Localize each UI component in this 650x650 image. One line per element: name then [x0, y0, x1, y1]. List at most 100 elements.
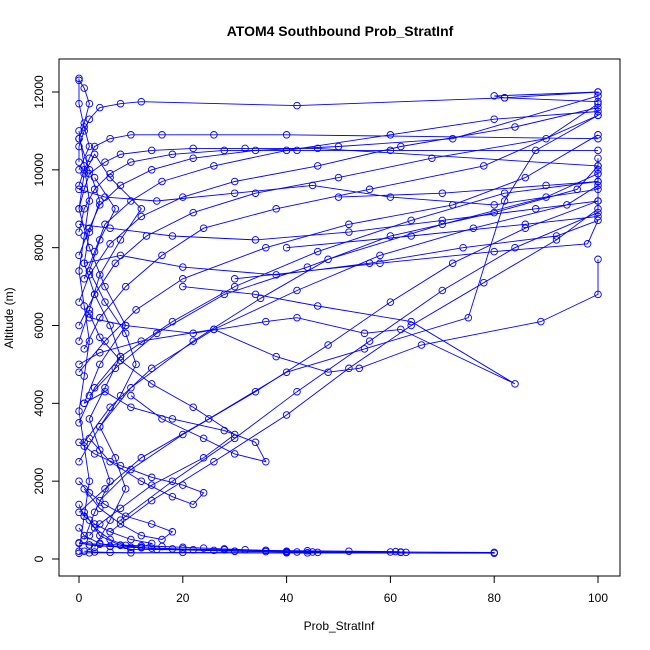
data-point [90, 508, 99, 517]
data-point [85, 228, 94, 236]
data-point [199, 434, 208, 443]
data-point [116, 541, 125, 549]
data-point [417, 341, 426, 349]
data-point [251, 438, 260, 447]
data-point [168, 232, 177, 240]
data-point [230, 430, 239, 439]
data-point [282, 411, 291, 419]
data-point [90, 520, 99, 528]
data-point [75, 251, 83, 260]
data-point [594, 154, 602, 162]
series-line [78, 181, 599, 423]
data-point [594, 162, 602, 170]
data-point [158, 131, 166, 139]
data-point [189, 500, 197, 509]
x-tick-label: 20 [176, 591, 190, 605]
data-point [153, 197, 161, 205]
data-point [179, 193, 187, 201]
data-point [127, 465, 135, 474]
data-point [438, 220, 447, 229]
series-line [78, 438, 205, 506]
data-point [137, 205, 146, 213]
data-point [101, 500, 109, 509]
data-point [85, 541, 94, 549]
series-17 [75, 88, 602, 166]
data-point [101, 298, 109, 306]
series-20 [75, 197, 602, 252]
data-point [210, 546, 218, 555]
data-point [407, 317, 415, 326]
data-point [230, 189, 239, 197]
data-point [594, 107, 602, 116]
data-point [282, 243, 291, 252]
data-point [75, 547, 83, 555]
data-point [199, 489, 208, 497]
data-point [85, 531, 94, 540]
data-point [158, 177, 166, 186]
data-point [594, 169, 602, 178]
data-point [594, 146, 602, 155]
series-22 [85, 282, 519, 388]
data-point [137, 97, 146, 106]
data-point [313, 302, 322, 310]
data-point [85, 516, 94, 524]
data-point [75, 360, 83, 369]
series-line [83, 391, 267, 463]
data-point [272, 352, 280, 361]
data-point [594, 134, 602, 143]
data-point [293, 286, 301, 295]
data-point [205, 415, 213, 423]
y-tick-label: 6000 [32, 312, 46, 339]
data-point [80, 232, 88, 240]
series-line [78, 91, 599, 163]
data-point [90, 548, 99, 556]
data-point [96, 197, 104, 205]
data-point [542, 181, 550, 190]
data-point [80, 547, 88, 555]
data-point [85, 166, 94, 174]
data-point [324, 341, 332, 349]
data-point [189, 403, 197, 411]
data-point [345, 547, 353, 555]
series-19 [75, 177, 602, 209]
data-point [101, 282, 109, 291]
data-point [127, 549, 135, 557]
data-point [303, 549, 312, 557]
data-point [168, 150, 177, 159]
y-tick-label: 0 [32, 555, 46, 562]
data-point [179, 430, 187, 439]
data-point [111, 454, 120, 462]
data-point [365, 185, 374, 194]
data-point [594, 205, 602, 213]
chart-title: ATOM4 Southbound Prob_StratInf [227, 23, 454, 39]
data-point [80, 345, 88, 353]
data-point [272, 271, 280, 279]
series-line [78, 504, 154, 548]
data-point [75, 321, 83, 330]
data-point [96, 540, 104, 548]
data-point [230, 450, 239, 458]
data-point [365, 259, 374, 267]
data-point [96, 520, 104, 528]
data-point [210, 325, 218, 334]
data-point [75, 74, 83, 83]
data-point [75, 220, 83, 229]
data-point [116, 391, 125, 400]
data-point [189, 337, 197, 345]
data-point [189, 144, 197, 153]
x-tick-label: 80 [488, 591, 502, 605]
data-point [127, 158, 135, 166]
series-38 [75, 538, 410, 557]
data-point [313, 162, 322, 170]
data-point [324, 255, 332, 264]
data-point [179, 545, 187, 553]
data-point [220, 545, 229, 554]
data-point [101, 158, 109, 166]
data-point [121, 485, 130, 493]
data-point [313, 247, 322, 256]
data-point [490, 548, 498, 557]
data-point [210, 131, 218, 139]
data-point [75, 419, 83, 427]
data-point [106, 134, 114, 143]
data-point [147, 539, 156, 548]
